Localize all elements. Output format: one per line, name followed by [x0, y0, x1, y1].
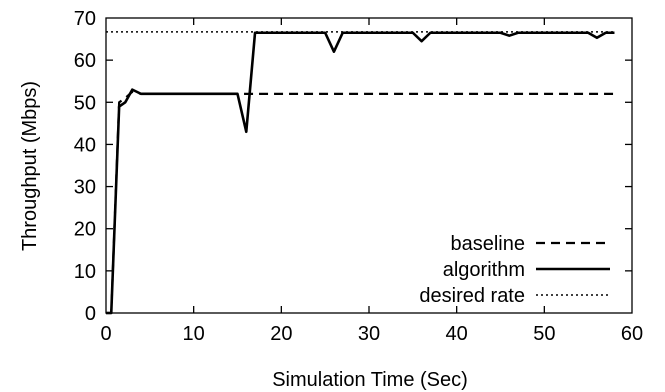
y-tick-label: 20 [74, 219, 96, 241]
y-tick-label: 70 [74, 8, 96, 30]
y-tick-label: 50 [74, 92, 96, 114]
x-tick-label: 50 [533, 323, 555, 345]
y-tick-label: 40 [74, 134, 96, 156]
y-tick-label: 30 [74, 177, 96, 199]
series-layer [106, 31, 615, 315]
legend-label-algorithm: algorithm [443, 259, 525, 281]
x-tick-label: 30 [358, 323, 380, 345]
x-tick-label: 40 [446, 323, 468, 345]
y-tick-label: 60 [74, 50, 96, 72]
x-axis-label: Simulation Time (Sec) [272, 369, 468, 391]
x-tick-label: 60 [621, 323, 643, 345]
series-line-baseline [106, 90, 615, 315]
x-tick-label: 20 [270, 323, 292, 345]
legend-label-desired-rate: desired rate [419, 285, 525, 307]
legend: baseline algorithm desired rate [419, 233, 610, 307]
x-tick-label: 10 [183, 323, 205, 345]
x-tick-label: 0 [100, 323, 111, 345]
y-tick-label: 10 [74, 261, 96, 283]
y-tick-label: 0 [85, 303, 96, 325]
y-axis-label: Throughput (Mbps) [19, 81, 41, 251]
series-line-algorithm [106, 31, 615, 315]
legend-label-baseline: baseline [450, 233, 525, 255]
ticks-layer: 0 10 20 30 40 50 60 0 10 20 30 40 50 60 70 [74, 8, 643, 345]
